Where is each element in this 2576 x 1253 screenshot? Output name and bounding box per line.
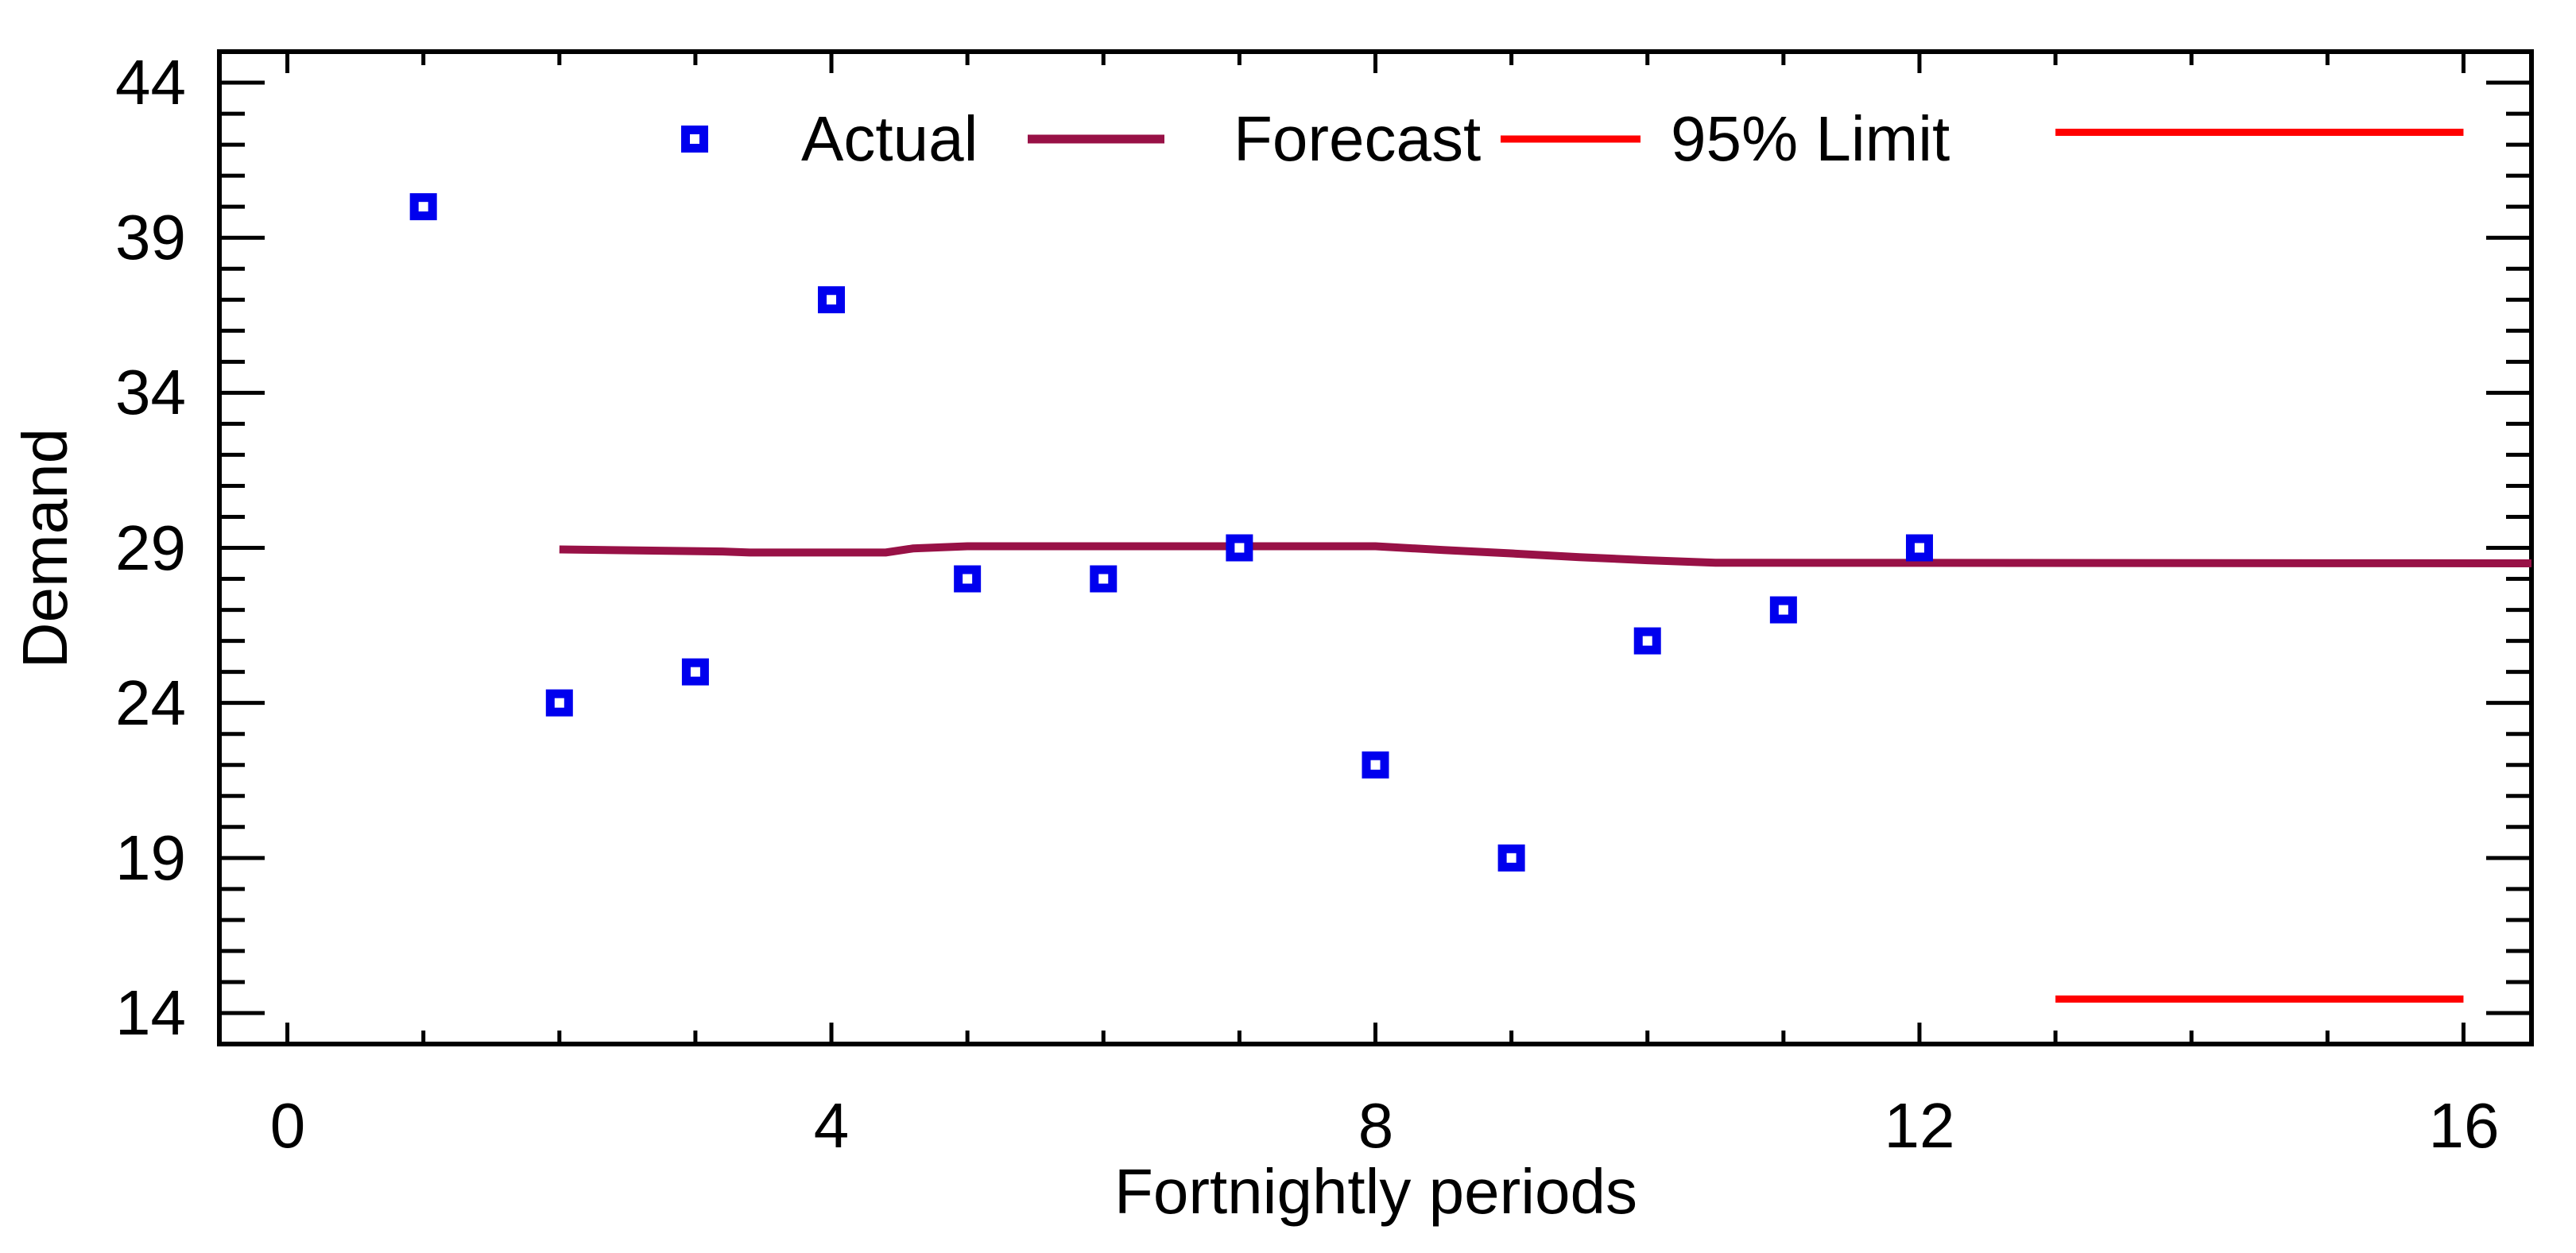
y-axis-title: Demand [10,427,80,669]
y-tick-label: 39 [115,202,186,273]
data-point-marker [954,565,982,593]
legend-actual-marker-icon [681,126,708,153]
data-point-marker [1905,534,1933,562]
x-tick-label: 0 [269,1090,306,1161]
data-point-marker [818,286,846,314]
y-tick-label: 34 [115,357,186,427]
data-point-marker [1769,596,1797,624]
data-point-marker [1226,534,1253,562]
y-tick-label: 24 [115,667,186,738]
axis-frame [217,49,2534,1046]
legend-label-actual: Actual [801,103,978,174]
data-point-marker [409,193,437,221]
data-point-marker [1633,627,1661,655]
y-tick-label: 14 [115,977,186,1048]
x-tick-label: 8 [1358,1090,1394,1161]
x-tick-label: 16 [2428,1090,2500,1161]
data-point-marker [1090,565,1118,593]
x-tick-label: 4 [813,1090,850,1161]
forecast-line [559,542,2532,568]
x-axis-title: Fortnightly periods [1114,1156,1638,1227]
y-tick-label: 29 [115,512,186,583]
legend-label-95-limit: 95% Limit [1671,103,1950,174]
y-tick-label: 19 [115,822,186,893]
data-point-marker [681,658,709,686]
data-point-marker [1497,844,1525,872]
x-tick-label: 12 [1884,1090,1955,1161]
legend-label-forecast: Forecast [1234,103,1482,174]
data-point-marker [545,689,573,717]
data-point-marker [1362,751,1389,779]
y-tick-label: 44 [115,47,186,118]
